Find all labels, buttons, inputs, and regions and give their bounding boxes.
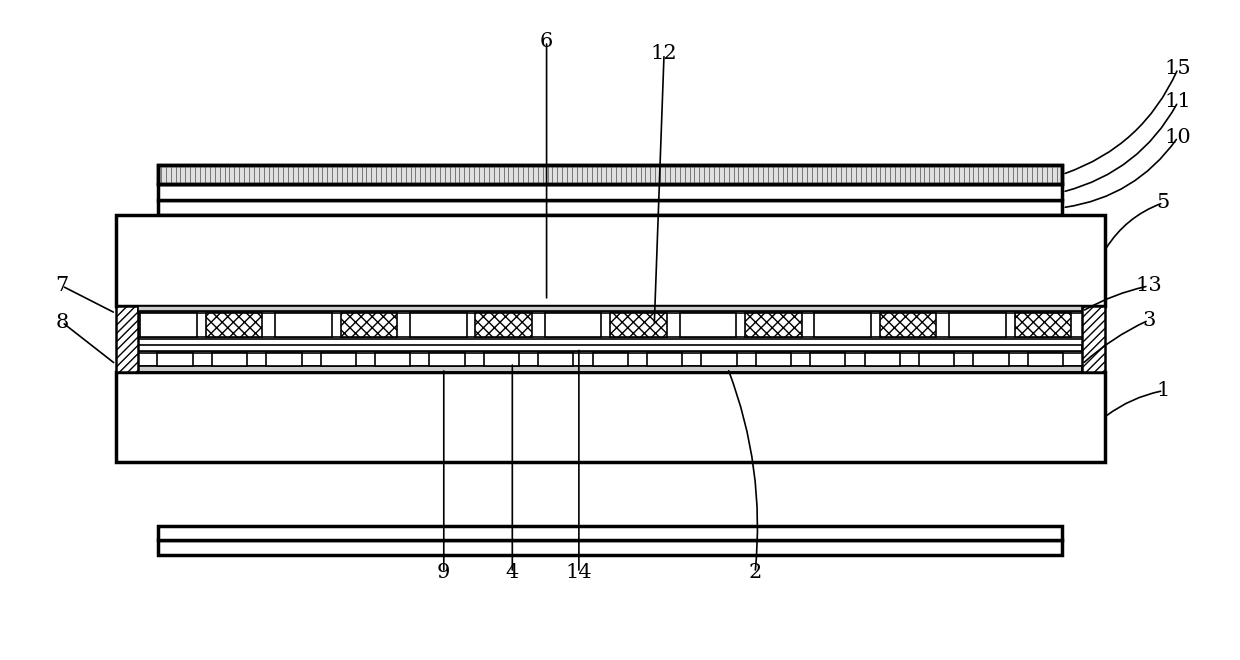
Bar xyxy=(157,184,1063,200)
Text: 8: 8 xyxy=(56,313,68,332)
Bar xyxy=(680,314,737,337)
Bar xyxy=(949,314,1006,337)
Text: 7: 7 xyxy=(56,277,68,296)
Text: 9: 9 xyxy=(438,563,450,582)
Text: 4: 4 xyxy=(506,563,518,582)
Bar xyxy=(139,345,1083,350)
Bar xyxy=(275,314,332,337)
Bar xyxy=(610,314,667,337)
Bar xyxy=(139,366,1083,372)
Text: 10: 10 xyxy=(1164,127,1192,147)
Bar xyxy=(206,314,263,337)
Bar xyxy=(1028,352,1063,366)
Bar xyxy=(484,352,520,366)
Bar xyxy=(139,306,1083,312)
Bar xyxy=(973,352,1008,366)
Bar xyxy=(864,352,900,366)
Text: 2: 2 xyxy=(749,563,761,582)
Bar xyxy=(341,314,397,337)
Bar xyxy=(880,314,936,337)
Bar xyxy=(475,314,532,337)
Polygon shape xyxy=(1083,306,1105,372)
Bar xyxy=(702,352,737,366)
Text: 5: 5 xyxy=(1157,193,1171,213)
Bar xyxy=(115,215,1105,306)
Bar xyxy=(157,164,1063,184)
Bar xyxy=(544,314,601,337)
Bar xyxy=(157,352,192,366)
Bar xyxy=(593,352,627,366)
Text: 1: 1 xyxy=(1157,381,1171,400)
Bar xyxy=(1014,314,1071,337)
Bar xyxy=(157,541,1063,555)
Bar xyxy=(647,352,682,366)
Text: 14: 14 xyxy=(565,563,593,582)
Bar xyxy=(755,352,791,366)
Bar xyxy=(538,352,573,366)
Text: 11: 11 xyxy=(1164,92,1192,112)
Bar xyxy=(919,352,954,366)
Text: 12: 12 xyxy=(651,44,677,63)
Bar xyxy=(157,164,1063,184)
Text: 15: 15 xyxy=(1164,59,1192,78)
Bar xyxy=(815,314,870,337)
Text: 3: 3 xyxy=(1142,311,1156,330)
Bar xyxy=(374,352,410,366)
Bar xyxy=(410,314,466,337)
Bar xyxy=(115,372,1105,462)
Bar xyxy=(140,314,197,337)
Bar xyxy=(429,352,465,366)
Bar xyxy=(810,352,846,366)
Bar xyxy=(267,352,301,366)
Bar xyxy=(212,352,247,366)
Polygon shape xyxy=(115,306,139,372)
Text: 13: 13 xyxy=(1136,277,1162,296)
Bar xyxy=(745,314,801,337)
Bar xyxy=(157,200,1063,215)
Bar xyxy=(321,352,356,366)
Text: 6: 6 xyxy=(539,32,553,51)
Bar xyxy=(157,526,1063,541)
